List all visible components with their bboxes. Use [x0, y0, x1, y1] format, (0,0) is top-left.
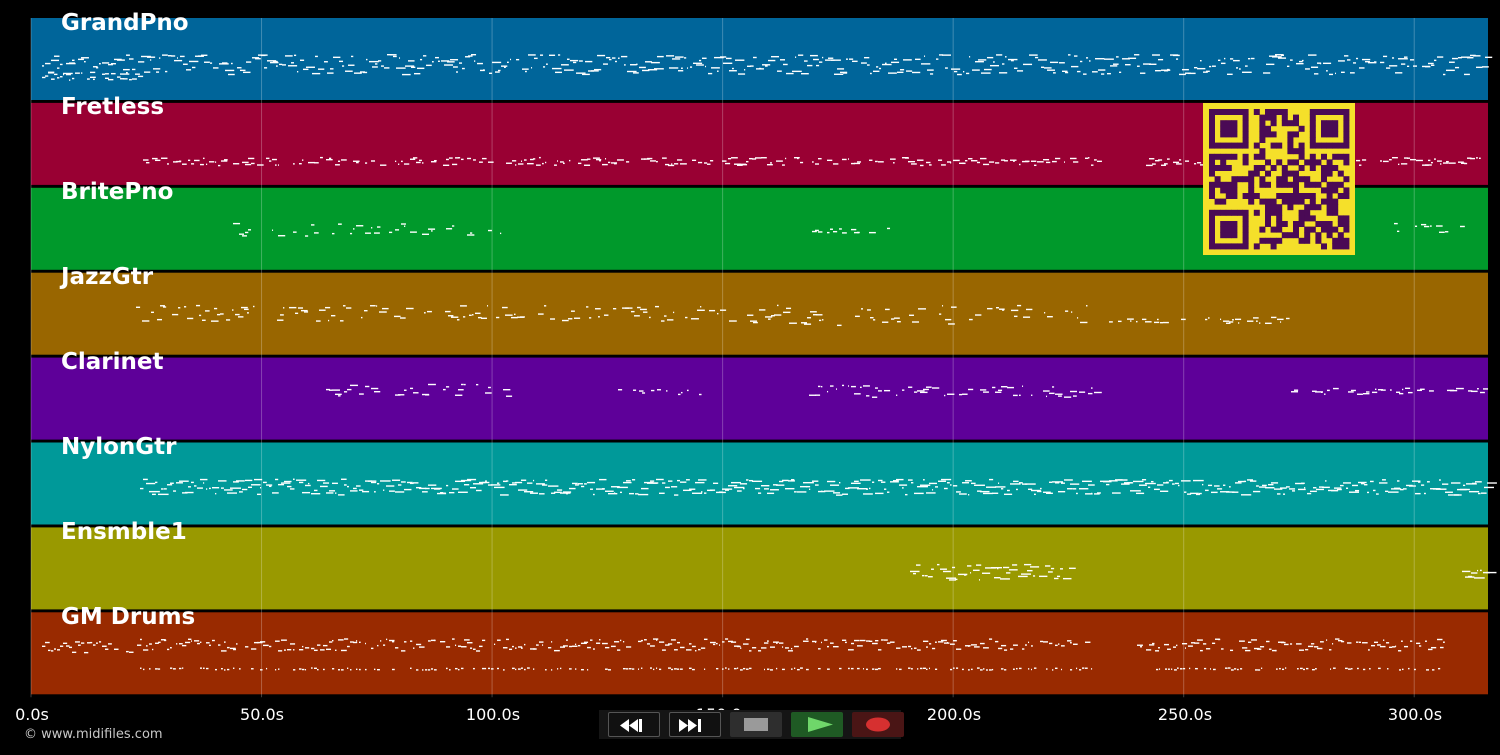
- note-events: [42, 54, 1497, 671]
- track-label-fretless: Fretless: [61, 94, 165, 120]
- track-label-gm-drums: GM Drums: [61, 604, 196, 630]
- track-lane[interactable]: [31, 527, 1488, 610]
- track-lane[interactable]: [31, 442, 1488, 525]
- qr-code-image: [1203, 103, 1355, 255]
- fast-forward-icon: [679, 719, 701, 732]
- track-label-jazzgtr: JazzGtr: [61, 264, 154, 290]
- track-lane[interactable]: [31, 357, 1488, 440]
- record-icon: [866, 717, 890, 732]
- track-label-britepno: BritePno: [61, 179, 174, 205]
- stop-button[interactable]: [730, 712, 782, 737]
- time-tick-label: 0.0s: [15, 705, 49, 724]
- rewind-button[interactable]: [608, 712, 660, 737]
- track-lane[interactable]: [31, 18, 1488, 100]
- time-tick-label: 300.0s: [1387, 705, 1443, 724]
- track-label-grandpno: GrandPno: [61, 10, 189, 36]
- track-label-ensmble1: Ensmble1: [61, 519, 187, 545]
- track-label-nylongtr: NylonGtr: [61, 434, 177, 460]
- time-tick-label: 50.0s: [240, 705, 284, 724]
- time-tick-label: 100.0s: [465, 705, 521, 724]
- copyright-notice: © www.midifiles.com: [24, 727, 163, 742]
- transport-bar: [599, 710, 904, 739]
- play-icon: [808, 717, 833, 732]
- fast-forward-button[interactable]: [669, 712, 721, 737]
- time-tick-label: 250.0s: [1157, 705, 1213, 724]
- track-label-clarinet: Clarinet: [61, 349, 164, 375]
- track-lane[interactable]: [31, 272, 1488, 355]
- record-button[interactable]: [852, 712, 904, 737]
- play-button[interactable]: [791, 712, 843, 737]
- track-lane[interactable]: [31, 612, 1488, 695]
- time-tick-label: 200.0s: [926, 705, 982, 724]
- rewind-icon: [620, 719, 642, 732]
- stop-icon: [744, 718, 768, 731]
